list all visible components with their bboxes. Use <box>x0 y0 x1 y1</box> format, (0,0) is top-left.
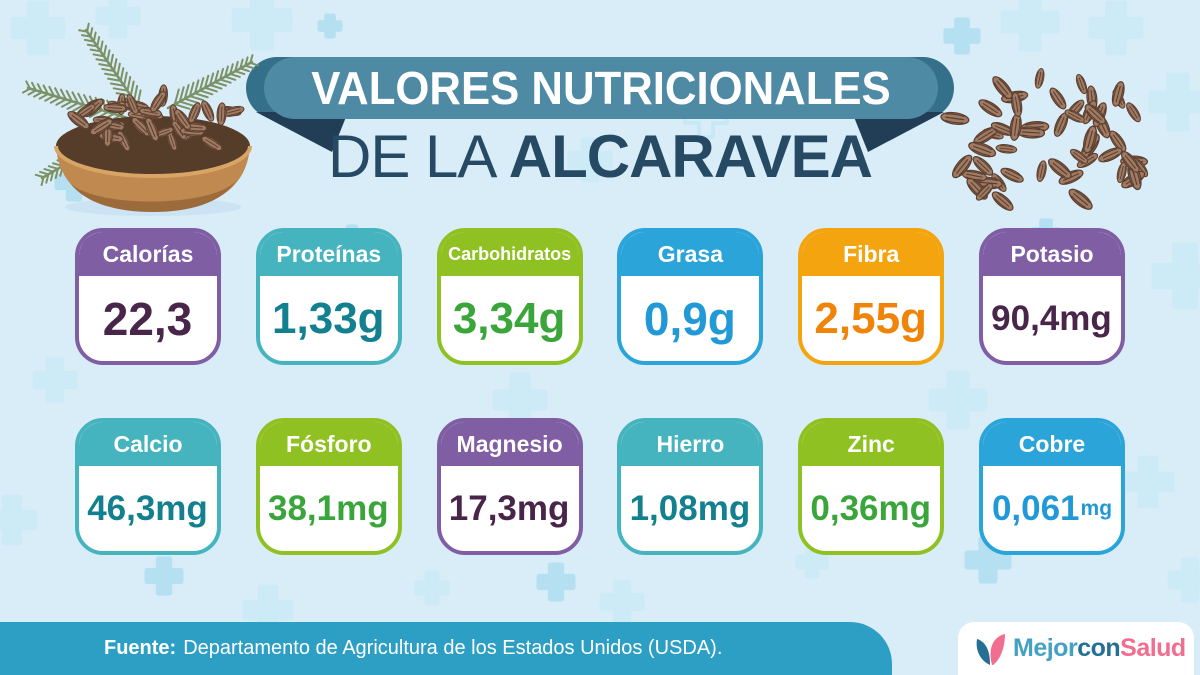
nutrient-value: 3,34g <box>441 276 579 361</box>
title-line2-bold: ALCARAVEA <box>508 123 873 190</box>
title-line2: DE LA ALCARAVEA <box>0 122 1200 191</box>
nutrient-label: Cobre <box>982 422 1121 466</box>
nutrient-value-number: 2,55g <box>814 293 927 343</box>
nutrient-label: Calcio <box>79 422 217 466</box>
caraway-bowl-illustration <box>21 22 260 216</box>
butterfly-icon <box>976 633 1005 665</box>
nutrient-label: Fibra <box>802 232 941 276</box>
nutrient-value: 0,061 mg <box>983 466 1121 551</box>
nutrient-card-proteinas: Proteínas 1,33g <box>255 228 402 365</box>
source-text: Departamento de Agricultura de los Estad… <box>183 637 723 659</box>
nutrient-value-number: 0,061 <box>991 488 1080 528</box>
nutrient-label: Calorías <box>79 232 217 276</box>
nutrient-value-number: 46,3mg <box>87 488 208 528</box>
nutrient-card-cobre: Cobre 0,061 mg <box>978 418 1125 555</box>
nutrient-card-fibra: Fibra 2,55g <box>798 228 945 365</box>
nutrient-label: Carbohidratos <box>440 232 579 276</box>
source-label: Fuente: <box>104 637 177 659</box>
nutrient-cards-row-1: Calorías 22,3 Proteínas 1,33g Carbohidra… <box>75 228 1125 365</box>
nutrient-value-number: 90,4mg <box>991 298 1112 338</box>
title-line1: VALORES NUTRICIONALES <box>311 62 891 114</box>
brand-logo: Mejor con Salud <box>958 622 1194 675</box>
nutrient-value-number: 17,3mg <box>448 488 570 528</box>
nutrient-value: 1,08mg <box>621 466 759 551</box>
nutrient-card-potasio: Potasio 90,4mg <box>978 228 1125 365</box>
nutrient-label: Fósforo <box>259 422 398 466</box>
nutrient-value: 0,36mg <box>802 466 940 551</box>
nutrient-card-calorias: Calorías 22,3 <box>75 228 221 365</box>
nutrient-card-zinc: Zinc 0,36mg <box>798 418 945 555</box>
nutrient-value-number: 1,33g <box>272 293 385 343</box>
source-bar: Fuente: Departamento de Agricultura de l… <box>0 622 892 675</box>
nutrient-card-carbohidratos: Carbohidratos 3,34g <box>436 228 583 365</box>
nutrient-value: 38,1mg <box>260 466 398 551</box>
nutrient-label: Zinc <box>802 422 941 466</box>
nutrient-value-number: 3,34g <box>452 293 566 343</box>
nutrient-label: Grasa <box>621 232 760 276</box>
nutrient-value: 90,4mg <box>983 276 1121 361</box>
nutrient-label: Potasio <box>982 232 1121 276</box>
nutrient-value-number: 0,9g <box>643 292 736 345</box>
nutrient-value: 22,3 <box>79 276 217 361</box>
nutrient-value-unit: mg <box>1080 496 1113 520</box>
nutrient-value: 1,33g <box>260 276 398 361</box>
logo-text-salud: Salud <box>1120 634 1186 662</box>
nutrient-value-number: 38,1mg <box>267 488 389 528</box>
logo-text-con: con <box>1077 634 1121 662</box>
nutrient-card-grasa: Grasa 0,9g <box>617 228 764 365</box>
nutrient-card-hierro: Hierro 1,08mg <box>617 418 764 555</box>
nutrient-value-number: 0,36mg <box>810 488 931 528</box>
nutrient-label: Hierro <box>621 422 760 466</box>
logo-text-mejor: Mejor <box>1013 634 1078 662</box>
nutrient-label: Magnesio <box>440 422 579 466</box>
nutrient-card-fosforo: Fósforo 38,1mg <box>255 418 402 555</box>
nutrient-value: 0,9g <box>621 276 759 361</box>
caraway-seeds-pile-illustration <box>940 68 1149 211</box>
title-line2-prefix: DE LA <box>328 123 509 190</box>
nutrient-card-calcio: Calcio 46,3mg <box>75 418 221 555</box>
nutrient-cards-row-2: Calcio 46,3mg Fósforo 38,1mg Magnesio 17… <box>75 418 1125 555</box>
nutrient-value: 46,3mg <box>79 466 217 551</box>
title-banner: VALORES NUTRICIONALES <box>264 57 938 119</box>
nutrient-value: 2,55g <box>802 276 940 361</box>
nutrient-value-number: 1,08mg <box>629 488 751 528</box>
nutrient-value-number: 22,3 <box>102 292 193 345</box>
nutrient-value: 17,3mg <box>441 466 579 551</box>
nutrient-label: Proteínas <box>259 232 398 276</box>
nutrient-card-magnesio: Magnesio 17,3mg <box>436 418 583 555</box>
